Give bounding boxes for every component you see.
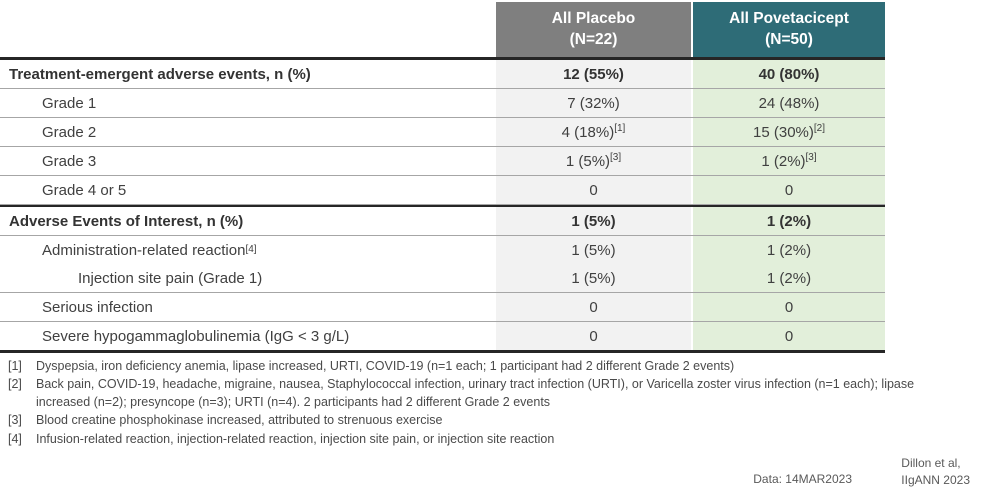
row-label: Treatment-emergent adverse events, n (%): [9, 65, 311, 83]
citation-venue: IIgANN 2023: [901, 473, 970, 488]
table-row-severe-hypogammaglobulinemia: Severe hypogammaglobulinemia (IgG < 3 g/…: [0, 322, 885, 353]
footnote-marker: [4]: [8, 431, 22, 446]
table-header-row: All Placebo (N=22) All Povetacicept (N=5…: [0, 2, 885, 57]
citation: Dillon et al, IIgANN 2023: [901, 455, 970, 489]
table-row-grade3: Grade 3 1 (5%)[3] 1 (2%)[3]: [0, 147, 885, 176]
row-label: Serious infection: [42, 298, 153, 316]
povetacicept-value: 15 (30%)[2]: [693, 118, 885, 146]
povetacicept-value: 1 (2%): [693, 264, 885, 292]
footnote-text: Infusion-related reaction, injection-rel…: [36, 431, 555, 446]
table-row-teae: Treatment-emergent adverse events, n (%)…: [0, 57, 885, 89]
row-label: Grade 4 or 5: [42, 181, 127, 199]
adverse-events-table: All Placebo (N=22) All Povetacicept (N=5…: [0, 2, 885, 353]
placebo-value: 0: [496, 293, 691, 321]
header-spacer: [0, 2, 494, 57]
footnotes: [1] Dyspepsia, iron deficiency anemia, li…: [0, 357, 938, 448]
header-all-placebo: All Placebo (N=22): [496, 2, 691, 57]
row-label: Administration-related reaction [4]: [42, 241, 257, 259]
placebo-value: 7 (32%): [496, 89, 691, 117]
table-row-injection-site-pain: Injection site pain (Grade 1) 1 (5%) 1 (…: [0, 264, 885, 293]
footnote-text: Back pain, COVID-19, headache, migraine,…: [36, 377, 915, 410]
placebo-header-line2: (N=22): [569, 30, 618, 48]
header-all-povetacicept: All Povetacicept (N=50): [693, 2, 885, 57]
footnote-text: Dyspepsia, iron deficiency anemia, lipas…: [36, 359, 735, 373]
povetacicept-value: 0: [693, 293, 885, 321]
table-row-grade4or5: Grade 4 or 5 0 0: [0, 176, 885, 205]
placebo-value: 0: [496, 176, 691, 204]
placebo-value: 1 (5%)[3]: [496, 147, 691, 175]
placebo-value: 4 (18%)[1]: [496, 118, 691, 146]
povetacicept-value: 0: [693, 322, 885, 350]
row-label: Severe hypogammaglobulinemia (IgG < 3 g/…: [42, 327, 350, 345]
placebo-value: 1 (5%): [496, 207, 691, 235]
footnote-marker: [1]: [8, 359, 22, 373]
row-label: Grade 1: [42, 94, 97, 112]
footnote-4: [4] Infusion-related reaction, injection-…: [8, 430, 938, 448]
footnote-marker: [2]: [8, 377, 22, 392]
table-row-aei: Adverse Events of Interest, n (%) 1 (5%)…: [0, 205, 885, 236]
table-row-serious-infection: Serious infection 0 0: [0, 293, 885, 322]
data-cutoff-date: Data: 14MAR2023: [753, 472, 852, 486]
placebo-header-line1: All Placebo: [551, 9, 636, 27]
table-row-administration-reaction: Administration-related reaction [4] 1 (5%…: [0, 236, 885, 264]
row-label: Grade 3: [42, 152, 97, 170]
table-row-grade1: Grade 1 7 (32%) 24 (48%): [0, 89, 885, 118]
footnote-3: [3] Blood creatine phosphokinase increase…: [8, 411, 938, 429]
povetacicept-value: 1 (2%): [693, 236, 885, 264]
footnote-marker: [3]: [8, 413, 22, 428]
table-row-grade2: Grade 2 4 (18%)[1] 15 (30%)[2]: [0, 118, 885, 147]
povetacicept-value: 0: [693, 176, 885, 204]
row-label: Grade 2: [42, 123, 97, 141]
footnote-1: [1] Dyspepsia, iron deficiency anemia, li…: [8, 357, 938, 375]
footnote-text: Blood creatine phosphokinase increased, …: [36, 413, 443, 428]
povetacicept-value: 40 (80%): [693, 60, 885, 88]
povetacicept-value: 1 (2%): [693, 207, 885, 235]
footnote-2: [2] Back pain, COVID-19, headache, migrai…: [8, 375, 938, 411]
row-label: Adverse Events of Interest, n (%): [9, 212, 244, 230]
povetacicept-header-line2: (N=50): [765, 30, 813, 48]
placebo-value: 1 (5%): [496, 236, 691, 264]
placebo-value: 12 (55%): [496, 60, 691, 88]
povetacicept-header-line1: All Povetacicept: [729, 9, 849, 27]
povetacicept-value: 1 (2%)[3]: [693, 147, 885, 175]
placebo-value: 0: [496, 322, 691, 350]
placebo-value: 1 (5%): [496, 264, 691, 292]
citation-authors: Dillon et al,: [901, 456, 961, 471]
row-label: Injection site pain (Grade 1): [78, 269, 263, 287]
povetacicept-value: 24 (48%): [693, 89, 885, 117]
